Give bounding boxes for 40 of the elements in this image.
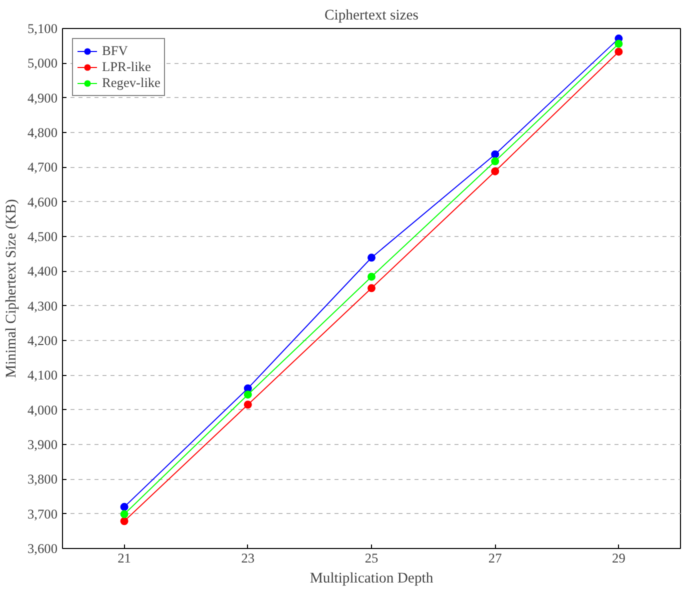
point: [614, 48, 623, 56]
y-tick-label: 3,600: [28, 541, 58, 556]
y-tick-label: 4,900: [28, 90, 58, 106]
y-tick-label: 4,000: [28, 402, 58, 418]
x-tick-label: 27: [488, 550, 502, 566]
y-tick-label: 4,500: [28, 229, 58, 244]
point: [120, 510, 128, 518]
x-tick-label: 25: [364, 550, 378, 566]
legend-label: Regev-like: [102, 75, 160, 91]
point: [491, 150, 500, 158]
point: [368, 284, 376, 292]
y-tick-label: 4,700: [28, 160, 58, 175]
y-tick-label: 4,200: [28, 333, 58, 348]
point: [120, 517, 128, 526]
y-tick-label: 4,100: [28, 368, 58, 383]
x-tick-label: 21: [118, 550, 131, 566]
y-tick-label: 3,700: [28, 506, 58, 522]
point: [491, 157, 500, 166]
point: [368, 272, 376, 281]
point: [120, 502, 128, 511]
point: [244, 400, 252, 409]
y-tick-label: 3,800: [28, 472, 58, 487]
y-tick-label: 5,000: [28, 56, 58, 71]
y-tick-label: 4,300: [28, 298, 58, 314]
y-tick-label: 4,400: [28, 264, 58, 279]
point: [244, 390, 252, 399]
point: [368, 254, 376, 262]
point: [491, 167, 500, 176]
y-axis-title: Minimal Ciphertext Size (KB): [4, 199, 20, 378]
y-tick-label: 4,600: [28, 194, 58, 210]
point: [614, 40, 623, 48]
legend-label: LPR-like: [102, 59, 151, 75]
chart-title: Ciphertext sizes: [324, 8, 419, 24]
x-tick-label: 23: [241, 550, 255, 566]
x-tick-label: 29: [612, 550, 626, 566]
y-tick-label: 3,900: [28, 437, 58, 452]
x-axis-title: Multiplication Depth: [310, 570, 434, 586]
legend-label: BFV: [102, 43, 128, 59]
y-tick-label: 5,100: [28, 21, 58, 36]
y-tick-label: 4,800: [28, 125, 58, 140]
